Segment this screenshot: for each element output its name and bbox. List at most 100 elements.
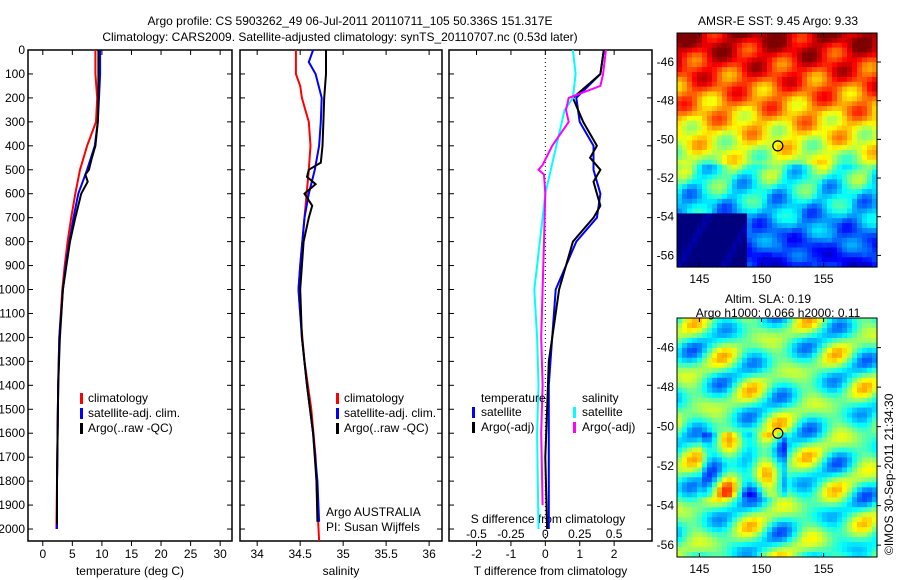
map-cell — [772, 218, 778, 224]
legend-swatch — [573, 422, 576, 433]
map-cell — [767, 91, 773, 97]
x-axis-label: temperature (deg C) — [76, 564, 184, 578]
map-cell — [867, 47, 873, 54]
map-cell — [777, 522, 783, 528]
map-cell — [722, 377, 728, 384]
map-cell — [872, 67, 878, 73]
map-cell — [802, 76, 808, 83]
map-cell — [747, 532, 753, 538]
map-cell — [747, 347, 753, 354]
map-cell — [812, 387, 818, 394]
map-cell — [862, 417, 868, 424]
map-cell — [797, 120, 803, 127]
map-cell — [737, 542, 743, 548]
map-cell — [732, 218, 738, 224]
map-cell — [772, 111, 778, 117]
map-cell — [772, 96, 778, 102]
map-cell — [702, 228, 708, 234]
map-cell — [857, 467, 863, 473]
y-tick-label: 900 — [5, 259, 25, 273]
legend-label: climatology — [344, 391, 404, 405]
map-cell — [682, 352, 688, 359]
map-cell — [712, 174, 718, 180]
map-cell — [797, 213, 803, 219]
map-cell — [767, 257, 773, 263]
map-cell — [692, 47, 698, 54]
map-cell — [702, 487, 708, 493]
map-cell — [822, 392, 828, 399]
map-cell — [832, 402, 838, 409]
map-cell — [677, 457, 683, 463]
map-cell — [697, 91, 703, 97]
map-cell — [747, 397, 753, 404]
map-cell — [872, 252, 878, 258]
map-cell — [817, 502, 823, 508]
map-cell — [812, 472, 818, 478]
map-cell — [797, 111, 803, 117]
map-cell — [762, 527, 768, 533]
map-cell — [767, 208, 773, 214]
title-line-2: Climatology: CARS2009. Satellite-adjuste… — [102, 30, 577, 44]
map-cell — [742, 328, 748, 334]
map-cell — [777, 62, 783, 68]
map-cell — [837, 492, 843, 498]
map-cell — [762, 208, 768, 214]
map-cell — [692, 125, 698, 132]
map-cell — [792, 184, 798, 190]
map-cell — [812, 412, 818, 419]
map-cell — [827, 52, 833, 58]
map-cell — [802, 323, 808, 329]
map-cell — [817, 76, 823, 83]
map-cell — [872, 522, 878, 528]
map-cell — [872, 208, 878, 214]
map-cell — [762, 218, 768, 224]
map-cell — [757, 342, 763, 349]
map-cell — [792, 352, 798, 359]
map-cell — [792, 387, 798, 394]
map-cell — [802, 154, 808, 161]
map-cell — [807, 154, 813, 161]
map-cell — [742, 154, 748, 161]
map-cell — [787, 174, 793, 180]
map-cell — [832, 223, 838, 229]
sla-map-title-1: Altim. SLA: 0.19 — [725, 292, 811, 306]
map-cell — [682, 432, 688, 439]
map-cell — [717, 72, 723, 78]
map-cell — [692, 218, 698, 224]
map-cell — [727, 52, 733, 58]
map-cell — [782, 257, 788, 263]
map-cell — [852, 462, 858, 468]
map-cell — [857, 189, 863, 195]
map-cell — [787, 96, 793, 102]
map-cell — [717, 342, 723, 349]
map-cell — [867, 174, 873, 180]
map-cell — [792, 42, 798, 49]
map-cell — [707, 512, 713, 518]
map-cell — [797, 145, 803, 151]
map-cell — [867, 377, 873, 384]
map-cell — [777, 135, 783, 141]
map-cell — [807, 318, 813, 324]
map-cell — [782, 42, 788, 49]
map-cell — [862, 432, 868, 439]
map-cell — [697, 392, 703, 399]
map-cell — [767, 467, 773, 473]
map-cell — [847, 462, 853, 468]
map-cell — [692, 106, 698, 112]
map-cell — [727, 527, 733, 533]
map-cell — [737, 150, 743, 156]
map-cell — [697, 472, 703, 478]
map-cell — [862, 397, 868, 404]
map-cell — [752, 492, 758, 498]
map-cell — [717, 318, 723, 324]
map-cell — [702, 208, 708, 214]
map-cell — [797, 193, 803, 200]
map-cell — [862, 392, 868, 399]
map-cell — [742, 140, 748, 146]
map-cell — [727, 62, 733, 68]
map-cell — [837, 140, 843, 146]
map-cell — [802, 517, 808, 523]
map-cell — [687, 101, 693, 107]
map-cell — [717, 477, 723, 483]
